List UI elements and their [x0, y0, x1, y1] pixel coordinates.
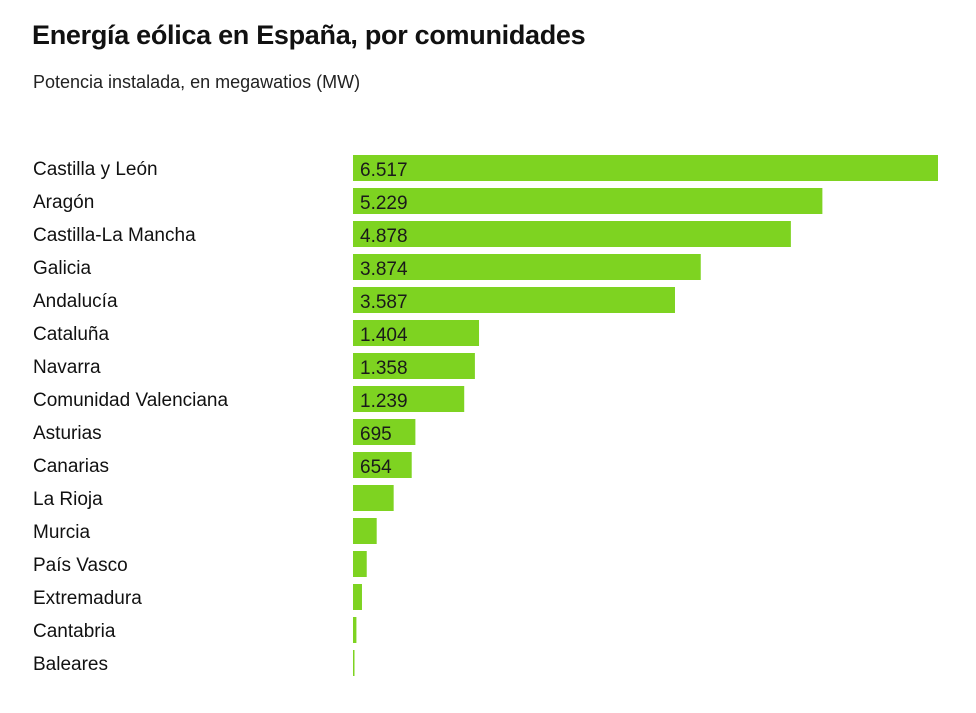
- category-label-aragon: Aragón: [33, 192, 94, 213]
- bar-murcia: [353, 518, 377, 544]
- category-label-cataluna: Cataluña: [33, 324, 109, 345]
- category-label-galicia: Galicia: [33, 258, 92, 279]
- bar-cataluna: [353, 320, 480, 346]
- category-label-castilla-y-leon: Castilla y León: [33, 159, 158, 180]
- bar-aragon: [353, 188, 823, 214]
- category-label-cantabria: Cantabria: [33, 621, 116, 642]
- chart-title: Energía eólica en España, por comunidade…: [32, 20, 586, 50]
- value-label-andalucia: 3.587: [360, 292, 408, 313]
- bar-canarias: [353, 452, 412, 478]
- value-label-castilla-y-leon: 6.517: [360, 160, 408, 181]
- bar-extremadura: [353, 584, 362, 610]
- bar-asturias: [353, 419, 416, 445]
- category-label-asturias: Asturias: [33, 423, 102, 444]
- bar-galicia: [353, 254, 701, 280]
- category-label-murcia: Murcia: [33, 522, 90, 543]
- value-label-asturias: 695: [360, 424, 392, 445]
- bar-castilla-y-leon: [353, 155, 938, 181]
- bar-baleares: [353, 650, 355, 676]
- value-label-galicia: 3.874: [360, 259, 408, 280]
- chart-subtitle: Potencia instalada, en megawatios (MW): [33, 72, 361, 92]
- value-label-comunidad-valenciana: 1.239: [360, 391, 408, 412]
- bar-la-rioja: [353, 485, 394, 511]
- bar-andalucia: [353, 287, 675, 313]
- category-label-baleares: Baleares: [33, 654, 108, 675]
- value-label-aragon: 5.229: [360, 193, 408, 214]
- category-label-castilla-la-mancha: Castilla-La Mancha: [33, 225, 196, 246]
- category-label-comunidad-valenciana: Comunidad Valenciana: [33, 390, 228, 411]
- value-label-castilla-la-mancha: 4.878: [360, 226, 408, 247]
- value-label-navarra: 1.358: [360, 358, 408, 379]
- category-label-andalucia: Andalucía: [33, 291, 118, 312]
- bar-pais-vasco: [353, 551, 367, 577]
- category-label-navarra: Navarra: [33, 357, 101, 378]
- category-label-pais-vasco: País Vasco: [33, 555, 128, 576]
- category-label-extremadura: Extremadura: [33, 588, 142, 609]
- bar-castilla-la-mancha: [353, 221, 791, 247]
- bar-navarra: [353, 353, 475, 379]
- bar-comunidad-valenciana: [353, 386, 465, 412]
- value-label-cataluna: 1.404: [360, 325, 408, 346]
- bar-cantabria: [353, 617, 357, 643]
- category-label-la-rioja: La Rioja: [33, 489, 103, 510]
- value-label-canarias: 654: [360, 457, 392, 478]
- category-label-canarias: Canarias: [33, 456, 109, 477]
